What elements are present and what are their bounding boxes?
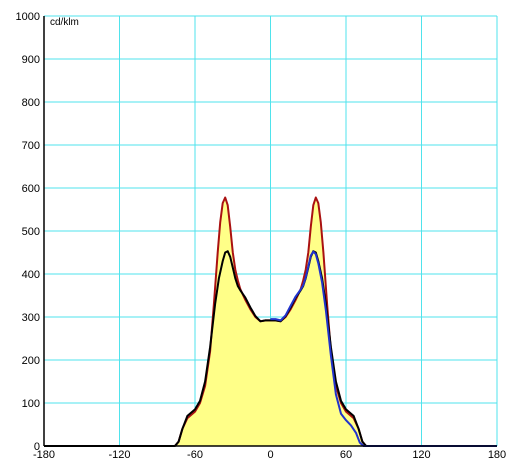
- y-tick-label: 500: [22, 226, 40, 238]
- y-tick-label: 900: [22, 54, 40, 66]
- series-line-3: [270, 250, 497, 447]
- y-tick-label: 700: [22, 140, 40, 152]
- x-tick-label: -60: [187, 449, 203, 460]
- y-tick-label: 100: [22, 398, 40, 410]
- x-tick-label: 0: [267, 449, 273, 460]
- y-tick-label: 1000: [16, 11, 40, 23]
- y-tick-label: 0: [34, 441, 40, 453]
- x-tick-label: 60: [340, 449, 352, 460]
- y-tick-label: 200: [22, 355, 40, 367]
- axes: [43, 16, 497, 447]
- x-tick-label: -120: [108, 449, 130, 460]
- y-tick-label: 400: [22, 269, 40, 281]
- x-tick-label: 120: [412, 449, 430, 460]
- unit-label: cd/klm: [50, 17, 79, 28]
- y-tick-labels: 0 100 200 300 400 500 600 700 800 900 1000: [16, 11, 40, 453]
- y-tick-label: 800: [22, 97, 40, 109]
- fill-area: [44, 197, 497, 446]
- x-tick-label: 180: [488, 449, 506, 460]
- series-fill: [44, 197, 497, 446]
- y-tick-label: 300: [22, 312, 40, 324]
- y-tick-label: 600: [22, 183, 40, 195]
- x-tick-label: -180: [33, 449, 55, 460]
- series-lines: [44, 196, 497, 447]
- x-tick-labels: -180 -120 -60 0 60 120 180: [33, 449, 506, 460]
